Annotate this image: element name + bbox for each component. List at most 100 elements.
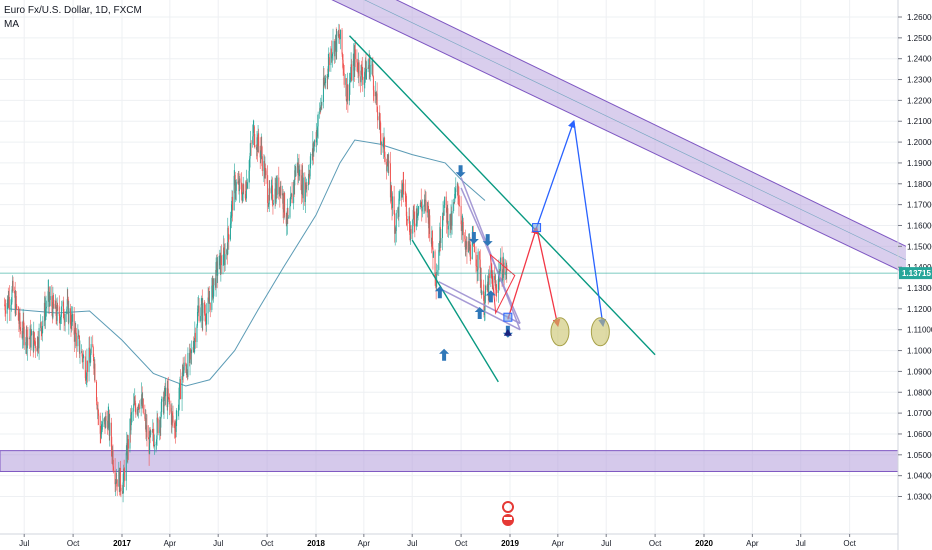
candle-body bbox=[52, 295, 54, 318]
candle-body bbox=[468, 241, 470, 250]
candle-body bbox=[424, 200, 426, 202]
candle-body bbox=[335, 35, 337, 42]
candle-body bbox=[278, 187, 280, 195]
candle-body bbox=[226, 249, 228, 255]
indicator-label[interactable]: MA bbox=[4, 19, 19, 30]
candle-body bbox=[237, 182, 239, 184]
blue-arrow-up bbox=[535, 119, 576, 228]
candle-body bbox=[215, 262, 217, 288]
candle-body bbox=[81, 351, 83, 357]
candle-body bbox=[458, 198, 460, 206]
candle-body bbox=[440, 238, 442, 243]
candle-body bbox=[26, 329, 28, 349]
price-tick-label: 1.15000 bbox=[907, 242, 932, 251]
candle-body bbox=[119, 467, 121, 488]
candle-body bbox=[81, 351, 83, 353]
time-axis[interactable]: Jul Oct 2017 Apr Jul Oct 2018 Apr Jul Oct 2019 Apr J… bbox=[0, 533, 898, 548]
candle-body bbox=[350, 64, 352, 78]
candle-body bbox=[85, 378, 87, 380]
candle-body bbox=[379, 116, 381, 121]
candle-body bbox=[209, 302, 211, 310]
candle-body bbox=[186, 371, 188, 374]
candle-body bbox=[389, 163, 391, 198]
candle-body bbox=[107, 420, 109, 430]
candle-body bbox=[177, 410, 179, 412]
candle-body bbox=[302, 177, 304, 199]
candle-body bbox=[249, 158, 251, 171]
candle-body bbox=[141, 394, 143, 400]
candle-body bbox=[226, 249, 228, 255]
candle-body bbox=[360, 76, 362, 83]
candle-body bbox=[298, 166, 300, 177]
candle-body bbox=[194, 332, 196, 341]
candle-body bbox=[241, 194, 243, 201]
candle-body bbox=[250, 142, 252, 144]
candle-body bbox=[270, 186, 272, 194]
candle-body bbox=[346, 100, 348, 101]
candle-body bbox=[427, 202, 429, 213]
candle-body bbox=[78, 334, 80, 336]
candle-body bbox=[116, 479, 118, 487]
candle-body bbox=[289, 206, 291, 218]
candle-body bbox=[401, 189, 403, 198]
candle-body bbox=[164, 387, 166, 399]
symbol-title[interactable]: Euro Fx/U.S. Dollar, 1D, FXCM bbox=[4, 5, 142, 16]
candle-body bbox=[475, 252, 477, 266]
candle-body bbox=[301, 175, 303, 195]
candle-body bbox=[469, 241, 471, 257]
candle-body bbox=[501, 257, 503, 281]
candle-body bbox=[354, 49, 356, 59]
candle-body bbox=[93, 363, 95, 369]
candle-body bbox=[438, 249, 440, 251]
down-arrow-marker-icon bbox=[482, 234, 493, 247]
candle-body bbox=[321, 102, 323, 106]
candle-body bbox=[208, 298, 210, 304]
price-tick-label: 1.10000 bbox=[907, 347, 932, 356]
candle-body bbox=[351, 64, 353, 81]
candle-body bbox=[276, 182, 278, 195]
price-axis[interactable]: 1.03000 1.04000 1.05000 1.06000 1.07000 1.080… bbox=[897, 0, 932, 550]
candle-body bbox=[216, 261, 218, 276]
candle-body bbox=[261, 145, 263, 157]
candle-body bbox=[268, 204, 270, 206]
candle-body bbox=[306, 185, 308, 186]
channel-upper-line bbox=[395, 0, 907, 247]
candle-body bbox=[420, 200, 422, 206]
candle-body bbox=[479, 251, 481, 260]
candle-body bbox=[375, 91, 377, 100]
price-tick-label: 1.25000 bbox=[907, 34, 932, 43]
candle-body bbox=[358, 62, 360, 74]
candle-body bbox=[107, 416, 109, 430]
candle-body bbox=[413, 209, 415, 215]
candle-body bbox=[338, 34, 340, 37]
candle-body bbox=[254, 145, 256, 148]
price-tick-label: 1.05000 bbox=[907, 451, 932, 460]
candle-body bbox=[83, 356, 85, 358]
candle-body bbox=[133, 403, 135, 412]
candle-body bbox=[103, 419, 105, 422]
candle-body bbox=[175, 431, 177, 433]
candle-body bbox=[230, 218, 232, 224]
candle-body bbox=[44, 302, 46, 321]
candle-body bbox=[265, 167, 267, 171]
candle-body bbox=[6, 303, 8, 314]
candle-body bbox=[127, 439, 129, 449]
candle-body bbox=[384, 137, 386, 158]
candle-body bbox=[428, 212, 430, 229]
candle-body bbox=[316, 130, 318, 143]
time-tick-label: 2017 bbox=[113, 539, 131, 548]
price-tick-label: 1.21000 bbox=[907, 117, 932, 126]
candle-body bbox=[34, 341, 36, 349]
candle-body bbox=[60, 306, 62, 318]
candle-body bbox=[45, 307, 47, 309]
candle-body bbox=[305, 183, 307, 190]
candle-body bbox=[392, 196, 394, 209]
candle-body bbox=[124, 471, 126, 481]
candle-body bbox=[14, 293, 16, 314]
candle-body bbox=[423, 199, 425, 207]
candle-body bbox=[317, 114, 319, 127]
candle-body bbox=[135, 407, 137, 415]
candle-body bbox=[33, 332, 35, 351]
